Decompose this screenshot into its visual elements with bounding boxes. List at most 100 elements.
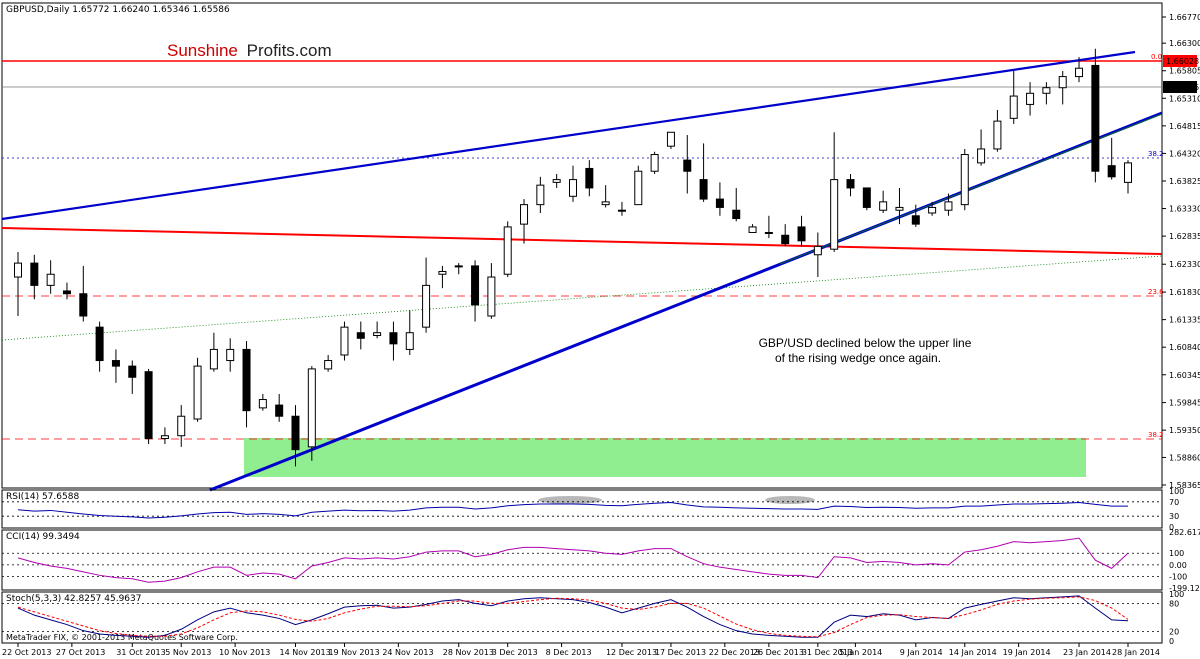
candle: [536, 176, 545, 213]
candle: [911, 204, 920, 227]
brand-part-a: Sunshine: [167, 41, 238, 60]
candle-body-bull: [226, 348, 235, 362]
candle: [732, 187, 741, 222]
rsi-panel: RSI(14) 57.6588 100 70 30 0: [1, 487, 1184, 532]
price-tag-last-text: 1.65586: [1166, 83, 1199, 92]
candle-body-bull: [993, 120, 1002, 150]
indicator-series-line: [17, 596, 1129, 638]
candle-body-bull: [536, 184, 545, 206]
candle-body-bull: [520, 204, 529, 225]
candle: [30, 254, 39, 300]
price-tick-label: 1.62835: [1169, 232, 1200, 241]
candle: [242, 341, 251, 428]
candle: [79, 265, 88, 322]
indicator-tick-label: 80: [1169, 599, 1179, 608]
candle-body-bear: [862, 187, 871, 208]
rsi-panel-frame: [1, 489, 1163, 529]
candle: [487, 263, 496, 319]
candle-body-bear: [1091, 64, 1100, 172]
indicator-tick-label: 100: [1169, 590, 1184, 599]
candle-body-bear: [242, 348, 251, 412]
date-tick-label: 31 Dec 2013: [802, 648, 853, 657]
copyright: MetaTrader FIX, © 2001-2013 MetaQuotes S…: [6, 633, 238, 642]
brand-part-b: Profits.com: [247, 41, 332, 60]
candle: [813, 232, 822, 278]
green-dotted-trend: [1, 255, 1163, 341]
price-tick-label: 1.64320: [1169, 149, 1200, 158]
candle-body-bear: [1107, 165, 1116, 178]
candle-body-bear: [715, 198, 724, 208]
candle: [699, 143, 708, 202]
candle: [405, 310, 414, 355]
candle-body-bull: [487, 276, 496, 317]
price-tick-label: 1.61830: [1169, 288, 1200, 297]
price-tick-label: 1.66300: [1169, 39, 1200, 48]
candle: [144, 368, 153, 445]
candle-body-bear: [128, 365, 137, 378]
candle: [193, 357, 202, 422]
date-tick-label: 8 Dec 2013: [546, 648, 592, 657]
stoch-panel-frame: [1, 591, 1163, 644]
price-tick-label: 1.58860: [1169, 453, 1200, 462]
candle-body-bull: [748, 226, 757, 233]
price-tick-label: 1.59845: [1169, 399, 1200, 408]
candle: [601, 185, 610, 208]
price-tick-label: 1.59350: [1169, 426, 1200, 435]
symbol-line: GBPUSD,Daily 1.65772 1.66240 1.65346 1.6…: [6, 5, 230, 15]
indicator-tick-label: 20: [1169, 628, 1179, 637]
fib-label-lower: 23.6: [1148, 288, 1164, 296]
candle: [128, 360, 137, 394]
candle: [634, 165, 643, 206]
candle: [340, 321, 349, 361]
indicator-series-line: [17, 502, 1128, 519]
candle: [862, 187, 871, 211]
candle-body-bear: [781, 234, 790, 245]
date-tick-label: 14 Nov 2013: [280, 648, 331, 657]
candle: [830, 132, 839, 252]
candle-body-bear: [846, 179, 855, 189]
candle-body-bull: [1042, 87, 1051, 94]
candle: [209, 332, 218, 372]
price-tick-label: 1.65310: [1169, 94, 1200, 103]
price-tick-label: 1.63825: [1169, 177, 1200, 186]
candle: [438, 265, 447, 289]
candle-body-bull: [830, 179, 839, 250]
candle-body-bull: [258, 399, 267, 409]
candle: [1124, 160, 1132, 194]
candle-body-bull: [601, 201, 610, 206]
indicator-series-line: [17, 537, 1129, 583]
price-tick-label: 1.65805: [1169, 67, 1200, 76]
candle-body-bull: [503, 226, 512, 275]
candle: [275, 393, 284, 422]
candle: [503, 221, 512, 278]
candle-body-bull: [634, 170, 643, 206]
candle: [454, 263, 463, 275]
price-tag-resistance-text: 1.66028: [1166, 57, 1199, 66]
rsi-plot: 100 70 30 0: [2, 487, 1184, 532]
candle: [617, 201, 626, 216]
candle: [520, 199, 529, 244]
candle-body-bear: [144, 371, 153, 440]
date-tick-label: 5 Jan 2014: [839, 648, 882, 657]
date-tick-label: 24 Nov 2013: [382, 648, 433, 657]
date-tick-label: 23 Jan 2014: [1063, 648, 1111, 657]
candles: [14, 48, 1132, 467]
indicator-tick-label: 100: [1169, 549, 1184, 558]
candle-body-bear: [911, 215, 920, 225]
date-tick-label: 9 Jan 2014: [900, 648, 943, 657]
candle: [14, 251, 22, 317]
date-tick-label: 19 Nov 2013: [328, 648, 379, 657]
fib-label-top: 0.0: [1151, 53, 1162, 61]
candle-body-bull: [209, 348, 218, 370]
candle-body-bear: [683, 159, 692, 172]
candle-body-bull: [1075, 67, 1084, 78]
candle: [993, 109, 1002, 152]
candle: [1075, 57, 1084, 83]
candle: [471, 260, 480, 322]
candle-body-bull: [177, 415, 186, 437]
date-axis: 22 Oct 2013 27 Oct 2013 31 Oct 2013 5 Nov 2…: [2, 643, 1160, 657]
date-tick-label: 17 Dec 2013: [655, 648, 706, 657]
cci-title: CCI(14) 99.3494: [6, 532, 80, 542]
candle: [552, 174, 561, 188]
candle: [846, 174, 855, 197]
